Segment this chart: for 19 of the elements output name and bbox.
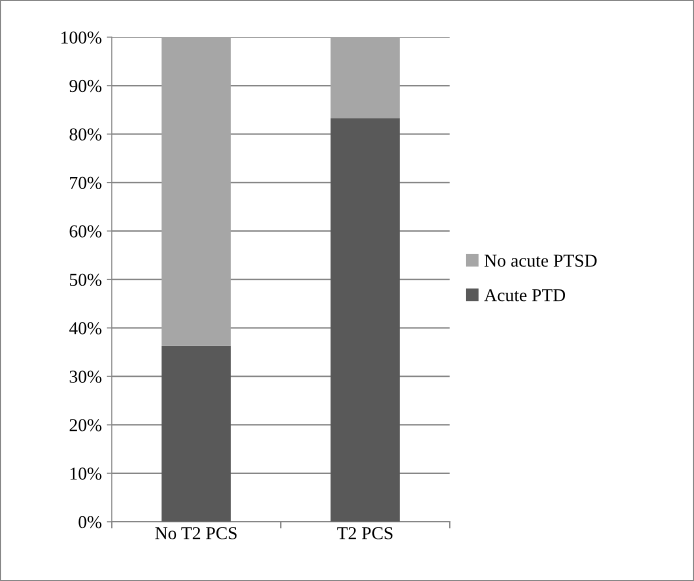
y-tick-label: 20% [70,419,102,432]
y-tick-label: 80% [70,128,102,141]
y-tick-label: 0% [78,516,102,528]
bar [330,118,400,522]
x-tick-label: No T2 PCS [155,527,237,540]
y-tick-label: 60% [70,225,102,238]
y-tick-label: 30% [70,370,102,383]
bar [330,37,400,118]
legend-label: Acute PTD [484,289,566,302]
y-tick-label: 10% [70,468,102,480]
y-tick-label: 100% [61,31,102,44]
bar [162,37,231,346]
bar [162,346,231,522]
y-tick-label: 70% [70,176,102,190]
y-tick-label: 90% [70,80,102,92]
y-tick-label: 40% [69,322,102,334]
legend-label: No acute PTSD [484,254,597,267]
y-tick-label: 50% [70,274,102,286]
x-tick-label: T2 PCS [337,527,392,540]
